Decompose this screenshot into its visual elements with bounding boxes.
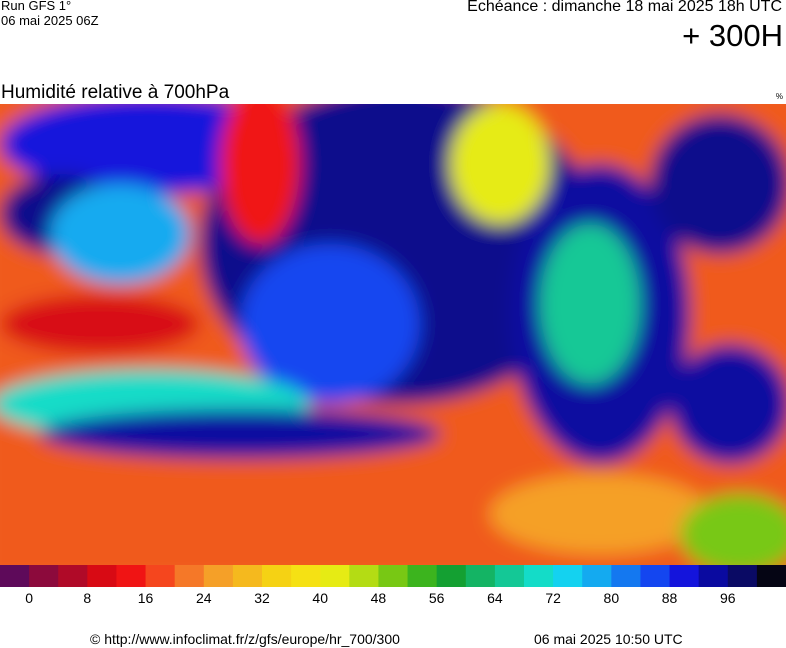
legend-swatch <box>727 565 758 587</box>
legend-swatch <box>436 565 467 587</box>
legend-swatch <box>0 565 30 587</box>
map-title: Humidité relative à 700hPa <box>1 82 230 103</box>
legend-tick-label: 80 <box>604 590 620 605</box>
legend-swatch <box>756 565 786 587</box>
legend-swatch <box>203 565 234 587</box>
legend-tick-label: 72 <box>545 590 561 605</box>
legend-swatch <box>494 565 525 587</box>
legend-swatch <box>553 565 583 587</box>
legend-swatch <box>378 565 409 587</box>
run-label: Run GFS 1° <box>1 0 72 13</box>
legend-tick-label: 24 <box>196 590 212 605</box>
legend-tick-label: 48 <box>371 590 387 605</box>
legend-swatch <box>407 565 438 587</box>
legend-swatch <box>87 565 117 587</box>
made-time: 06 mai 2025 10:50 UTC <box>534 631 683 647</box>
legend-tick-label: 64 <box>487 590 503 605</box>
legend-swatch <box>611 565 641 587</box>
map <box>0 104 786 565</box>
legend-swatch <box>698 565 729 587</box>
run-date: 06 mai 2025 06Z <box>1 13 99 28</box>
legend-swatch <box>174 565 205 587</box>
legend-tick-label: 56 <box>429 590 445 605</box>
legend-tick-label: 8 <box>83 590 91 605</box>
legend-swatch <box>669 565 700 587</box>
lead-time: + 300H <box>682 18 783 53</box>
legend-swatch <box>145 565 176 587</box>
legend-swatch <box>465 565 496 587</box>
legend-tick-label: 0 <box>25 590 33 605</box>
legend-swatch <box>524 565 554 587</box>
legend-swatch <box>640 565 671 587</box>
legend-swatch <box>320 565 350 587</box>
legend-swatch <box>232 565 263 587</box>
legend-swatch <box>582 565 612 587</box>
source: © http://www.infoclimat.fr/z/gfs/europe/… <box>90 631 400 647</box>
legend-swatch <box>349 565 379 587</box>
legend-tick-label: 32 <box>254 590 270 605</box>
legend-tick-label: 96 <box>720 590 736 605</box>
legend-swatch <box>116 565 147 587</box>
legend-tick-label: 40 <box>312 590 328 605</box>
legend-swatch <box>262 565 292 587</box>
legend-tick-label: 88 <box>662 590 678 605</box>
legend-swatch <box>58 565 88 587</box>
legend: 0 8 16 24 32 40 48 56 64 72 80 88 96 <box>0 565 786 605</box>
valid-time: Echéance : dimanche 18 mai 2025 18h UTC <box>467 0 782 15</box>
legend-swatch <box>29 565 59 587</box>
legend-swatch <box>291 565 321 587</box>
legend-tick-label: 16 <box>138 590 154 605</box>
unit: % <box>775 92 783 101</box>
